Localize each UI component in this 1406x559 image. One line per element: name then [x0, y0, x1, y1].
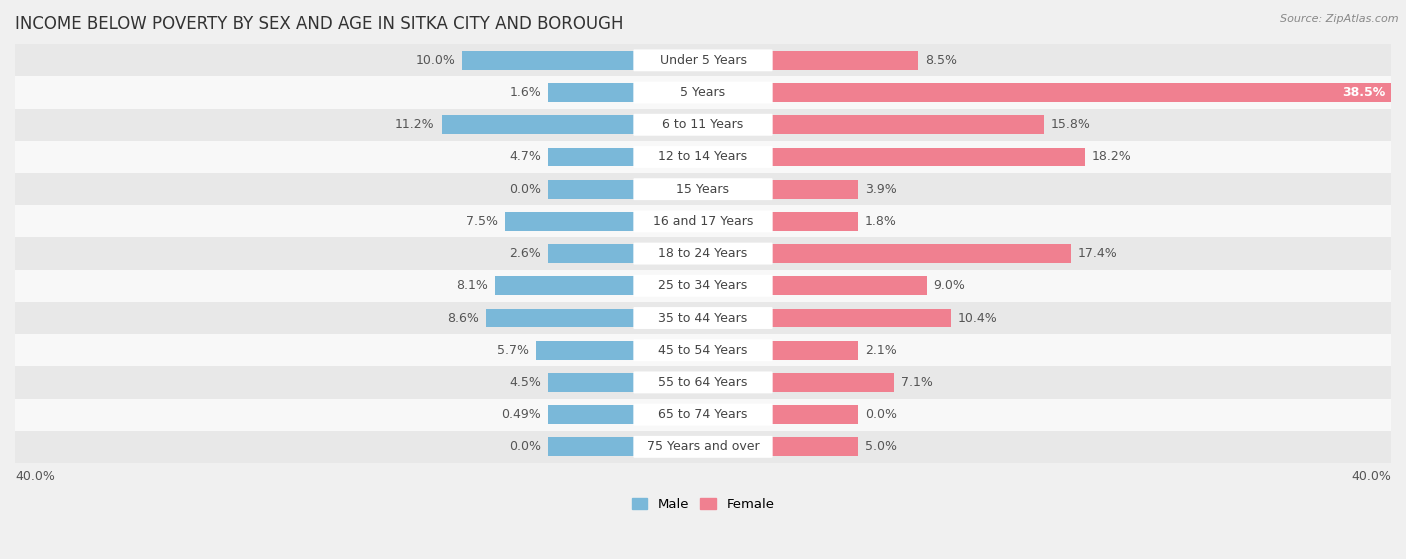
Bar [772, 180, 858, 198]
Text: 10.0%: 10.0% [415, 54, 456, 67]
Text: 8.6%: 8.6% [447, 311, 479, 325]
Text: 0.49%: 0.49% [502, 408, 541, 421]
FancyBboxPatch shape [15, 399, 1391, 431]
Bar [772, 115, 1043, 134]
FancyBboxPatch shape [633, 146, 773, 168]
Bar [772, 405, 858, 424]
FancyBboxPatch shape [633, 275, 773, 297]
Bar [441, 115, 634, 134]
FancyBboxPatch shape [15, 238, 1391, 269]
Text: 7.1%: 7.1% [901, 376, 932, 389]
Text: 7.5%: 7.5% [467, 215, 498, 228]
FancyBboxPatch shape [15, 334, 1391, 366]
Text: 9.0%: 9.0% [934, 280, 966, 292]
FancyBboxPatch shape [15, 141, 1391, 173]
Bar [772, 438, 858, 456]
Text: 5.0%: 5.0% [865, 440, 897, 453]
Bar [772, 309, 950, 328]
Text: 1.6%: 1.6% [509, 86, 541, 99]
FancyBboxPatch shape [633, 372, 773, 394]
Text: 10.4%: 10.4% [957, 311, 997, 325]
Bar [772, 341, 858, 359]
Bar [772, 83, 1406, 102]
Text: 11.2%: 11.2% [395, 119, 434, 131]
Text: 15 Years: 15 Years [676, 183, 730, 196]
Text: 75 Years and over: 75 Years and over [647, 440, 759, 453]
FancyBboxPatch shape [15, 44, 1391, 77]
Text: 5 Years: 5 Years [681, 86, 725, 99]
Bar [772, 148, 1085, 167]
Bar [548, 244, 634, 263]
Text: 2.6%: 2.6% [509, 247, 541, 260]
Bar [772, 244, 1071, 263]
FancyBboxPatch shape [15, 431, 1391, 463]
Bar [772, 51, 918, 70]
Text: 5.7%: 5.7% [498, 344, 529, 357]
FancyBboxPatch shape [633, 82, 773, 103]
Text: 4.7%: 4.7% [509, 150, 541, 163]
FancyBboxPatch shape [15, 269, 1391, 302]
Text: 12 to 14 Years: 12 to 14 Years [658, 150, 748, 163]
FancyBboxPatch shape [633, 404, 773, 425]
Text: 40.0%: 40.0% [1351, 470, 1391, 483]
Bar [463, 51, 634, 70]
Text: 0.0%: 0.0% [865, 408, 897, 421]
Text: 16 and 17 Years: 16 and 17 Years [652, 215, 754, 228]
Text: 4.5%: 4.5% [509, 376, 541, 389]
Text: 35 to 44 Years: 35 to 44 Years [658, 311, 748, 325]
Text: 25 to 34 Years: 25 to 34 Years [658, 280, 748, 292]
Text: 18.2%: 18.2% [1091, 150, 1132, 163]
Text: 40.0%: 40.0% [15, 470, 55, 483]
Text: Under 5 Years: Under 5 Years [659, 54, 747, 67]
FancyBboxPatch shape [633, 436, 773, 458]
FancyBboxPatch shape [15, 366, 1391, 399]
FancyBboxPatch shape [633, 339, 773, 361]
Text: 38.5%: 38.5% [1343, 86, 1386, 99]
Bar [548, 438, 634, 456]
Text: Source: ZipAtlas.com: Source: ZipAtlas.com [1281, 14, 1399, 24]
Text: 55 to 64 Years: 55 to 64 Years [658, 376, 748, 389]
Bar [486, 309, 634, 328]
Bar [548, 148, 634, 167]
Bar [772, 277, 927, 295]
Text: 2.1%: 2.1% [865, 344, 897, 357]
Text: 8.1%: 8.1% [456, 280, 488, 292]
Bar [495, 277, 634, 295]
Bar [548, 83, 634, 102]
FancyBboxPatch shape [633, 307, 773, 329]
Bar [536, 341, 634, 359]
Legend: Male, Female: Male, Female [626, 493, 780, 517]
Bar [548, 373, 634, 392]
FancyBboxPatch shape [15, 302, 1391, 334]
Bar [548, 405, 634, 424]
FancyBboxPatch shape [633, 114, 773, 136]
Text: INCOME BELOW POVERTY BY SEX AND AGE IN SITKA CITY AND BOROUGH: INCOME BELOW POVERTY BY SEX AND AGE IN S… [15, 15, 623, 33]
Text: 18 to 24 Years: 18 to 24 Years [658, 247, 748, 260]
Text: 0.0%: 0.0% [509, 183, 541, 196]
Text: 8.5%: 8.5% [925, 54, 957, 67]
FancyBboxPatch shape [633, 210, 773, 233]
FancyBboxPatch shape [15, 205, 1391, 238]
Text: 6 to 11 Years: 6 to 11 Years [662, 119, 744, 131]
FancyBboxPatch shape [633, 178, 773, 200]
Text: 45 to 54 Years: 45 to 54 Years [658, 344, 748, 357]
Bar [772, 373, 894, 392]
Text: 3.9%: 3.9% [865, 183, 897, 196]
FancyBboxPatch shape [15, 77, 1391, 108]
Text: 15.8%: 15.8% [1050, 119, 1090, 131]
FancyBboxPatch shape [633, 243, 773, 264]
Text: 65 to 74 Years: 65 to 74 Years [658, 408, 748, 421]
Bar [505, 212, 634, 231]
Bar [772, 212, 858, 231]
FancyBboxPatch shape [15, 108, 1391, 141]
Text: 1.8%: 1.8% [865, 215, 897, 228]
Bar [548, 180, 634, 198]
FancyBboxPatch shape [633, 49, 773, 72]
FancyBboxPatch shape [15, 173, 1391, 205]
Text: 0.0%: 0.0% [509, 440, 541, 453]
Text: 17.4%: 17.4% [1078, 247, 1118, 260]
